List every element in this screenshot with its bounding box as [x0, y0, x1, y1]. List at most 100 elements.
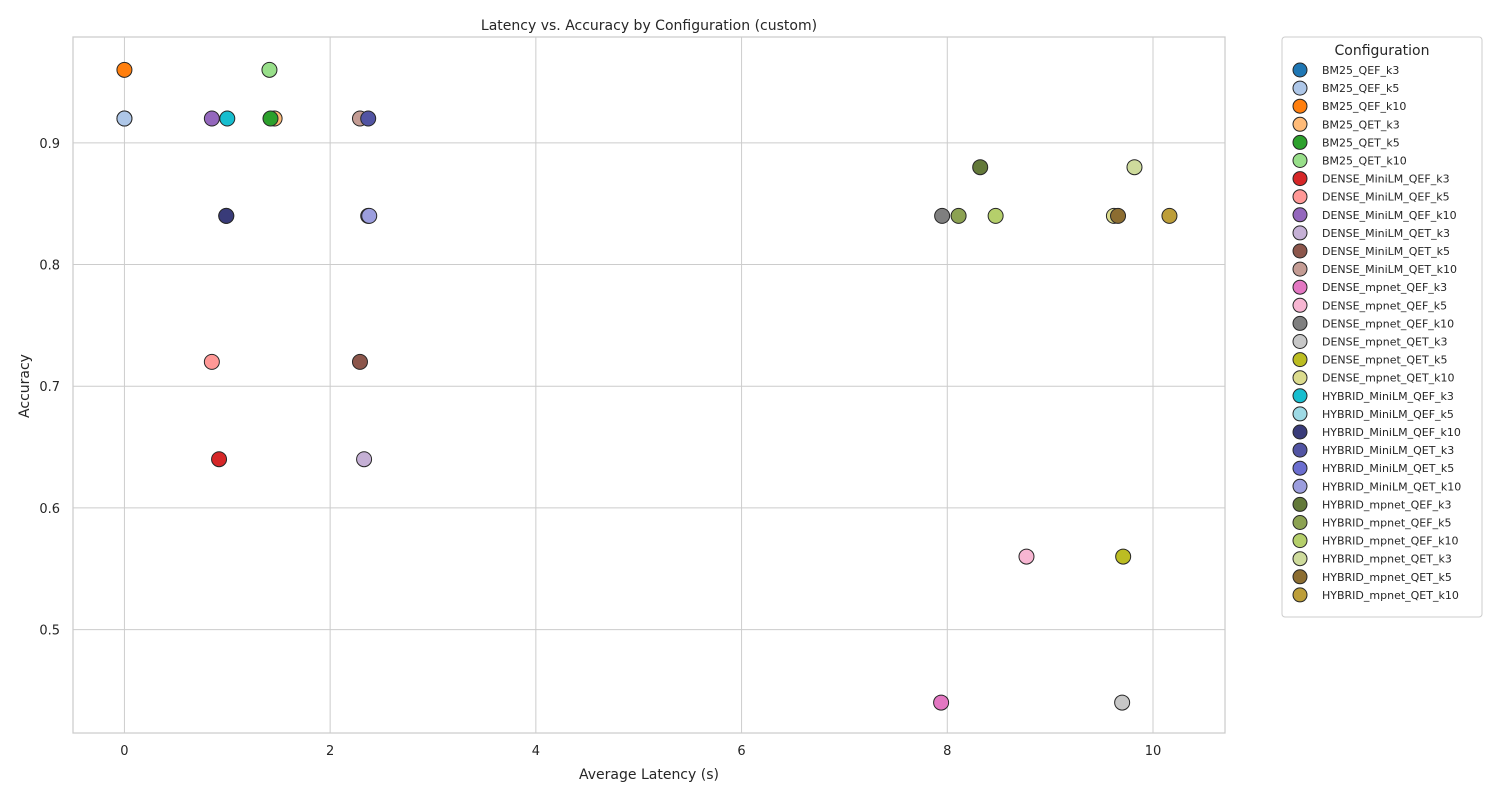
legend-label: DENSE_mpnet_QEF_k3 [1322, 281, 1447, 294]
data-point [1115, 548, 1132, 565]
legend-marker [1292, 496, 1308, 512]
y-axis-label: Accuracy [17, 354, 33, 418]
plot-frame [72, 36, 1226, 734]
data-points [116, 61, 1178, 711]
legend-marker [1292, 153, 1308, 168]
legend-marker [1292, 315, 1308, 331]
x-tick-label: 4 [532, 744, 540, 759]
legend-label: BM25_QEF_k3 [1322, 64, 1399, 77]
data-point [950, 207, 967, 224]
legend-label: DENSE_mpnet_QEF_k10 [1322, 317, 1454, 330]
x-axis-label: Average Latency (s) [579, 767, 719, 783]
legend-label: DENSE_MiniLM_QET_k10 [1322, 263, 1457, 276]
x-tick-label: 0 [120, 744, 128, 759]
data-point [933, 694, 950, 711]
data-point [356, 451, 373, 468]
y-tick-label: 0.6 [39, 502, 60, 517]
legend-items: BM25_QEF_k3 BM25_QEF_k5 BM25_QEF_k10 BM25_Q… [1292, 62, 1461, 603]
legend-marker [1292, 424, 1308, 440]
data-point [1126, 159, 1143, 176]
legend-label: HYBRID_MiniLM_QET_k5 [1322, 462, 1454, 475]
legend-marker [1292, 406, 1308, 422]
legend-marker [1292, 80, 1308, 96]
legend-marker [1292, 478, 1308, 494]
legend-marker [1292, 297, 1308, 313]
data-point [351, 353, 368, 370]
data-point [1018, 548, 1035, 565]
legend-marker [1292, 460, 1308, 476]
legend-label: BM25_QET_k3 [1322, 118, 1400, 131]
data-point [361, 207, 378, 224]
legend-label: HYBRID_mpnet_QET_k5 [1322, 571, 1452, 584]
legend-label: DENSE_mpnet_QET_k5 [1322, 354, 1448, 367]
legend-marker [1292, 569, 1308, 585]
legend-marker [1292, 243, 1308, 259]
legend-label: HYBRID_MiniLM_QET_k3 [1322, 444, 1454, 457]
legend-marker [1292, 533, 1308, 549]
legend-marker [1292, 116, 1308, 132]
legend-label: HYBRID_MiniLM_QEF_k10 [1322, 426, 1461, 439]
plot-background [73, 37, 1225, 733]
x-tick-label: 8 [943, 744, 951, 759]
legend-marker [1292, 225, 1308, 241]
plot-area [73, 37, 1225, 733]
legend-label: DENSE_mpnet_QET_k10 [1322, 372, 1455, 385]
legend-label: DENSE_MiniLM_QEF_k3 [1322, 173, 1450, 186]
legend-marker [1292, 551, 1308, 567]
legend-label: HYBRID_mpnet_QET_k3 [1322, 553, 1452, 566]
legend-label: HYBRID_mpnet_QEF_k5 [1322, 517, 1451, 530]
legend-marker [1292, 62, 1308, 78]
grid-lines [73, 37, 1225, 733]
data-point [211, 451, 228, 468]
x-tick-labels: 0 2 4 6 8 10 [120, 744, 1161, 759]
data-point [360, 110, 377, 127]
legend-label: HYBRID_MiniLM_QEF_k5 [1322, 408, 1454, 421]
data-point [261, 61, 278, 78]
data-point [219, 110, 236, 127]
legend-label: BM25_QET_k10 [1322, 155, 1407, 168]
legend-label: BM25_QEF_k10 [1322, 100, 1406, 113]
legend-marker [1292, 171, 1308, 187]
y-tick-label: 0.9 [39, 137, 60, 152]
y-tick-label: 0.7 [39, 380, 60, 395]
legend-box [1281, 36, 1483, 618]
data-point [934, 207, 951, 224]
data-point [203, 110, 220, 127]
data-point [1114, 694, 1131, 711]
data-point [1110, 207, 1127, 224]
data-point [218, 207, 235, 224]
legend-marker [1292, 587, 1308, 603]
legend-label: DENSE_mpnet_QEF_k5 [1322, 299, 1447, 312]
data-point [203, 353, 220, 370]
chart-title: Latency vs. Accuracy by Configuration (c… [481, 18, 817, 34]
data-point [116, 61, 133, 78]
data-point [972, 159, 989, 176]
legend-label: DENSE_mpnet_QET_k3 [1322, 336, 1448, 349]
legend-label: DENSE_MiniLM_QEF_k5 [1322, 191, 1450, 204]
data-point [262, 110, 279, 127]
legend-label: DENSE_MiniLM_QET_k3 [1322, 227, 1450, 240]
legend-marker [1292, 261, 1308, 277]
legend-marker [1292, 98, 1308, 114]
legend-title: Configuration [1335, 43, 1430, 59]
legend-label: DENSE_MiniLM_QET_k5 [1322, 245, 1450, 258]
legend-label: HYBRID_mpnet_QEF_k10 [1322, 535, 1458, 548]
x-tick-label: 6 [737, 744, 745, 759]
x-tick-label: 10 [1145, 744, 1162, 759]
data-point [116, 110, 133, 127]
legend-marker [1292, 189, 1308, 205]
y-tick-labels: 0.5 0.6 0.7 0.8 0.9 [39, 137, 60, 639]
legend-label: HYBRID_mpnet_QET_k10 [1322, 589, 1459, 602]
y-tick-label: 0.5 [39, 624, 60, 639]
legend-marker [1292, 370, 1308, 386]
x-tick-label: 2 [326, 744, 334, 759]
legend-marker [1292, 352, 1308, 368]
legend: Configuration BM25_QEF_k3BM25_QEF_k5BM25… [1281, 36, 1483, 618]
legend-marker [1292, 388, 1308, 404]
legend-label: BM25_QEF_k5 [1322, 82, 1399, 95]
data-point [1161, 207, 1178, 224]
legend-label: HYBRID_mpnet_QEF_k3 [1322, 498, 1451, 511]
legend-label: DENSE_MiniLM_QEF_k10 [1322, 209, 1457, 222]
legend-marker [1292, 279, 1308, 295]
